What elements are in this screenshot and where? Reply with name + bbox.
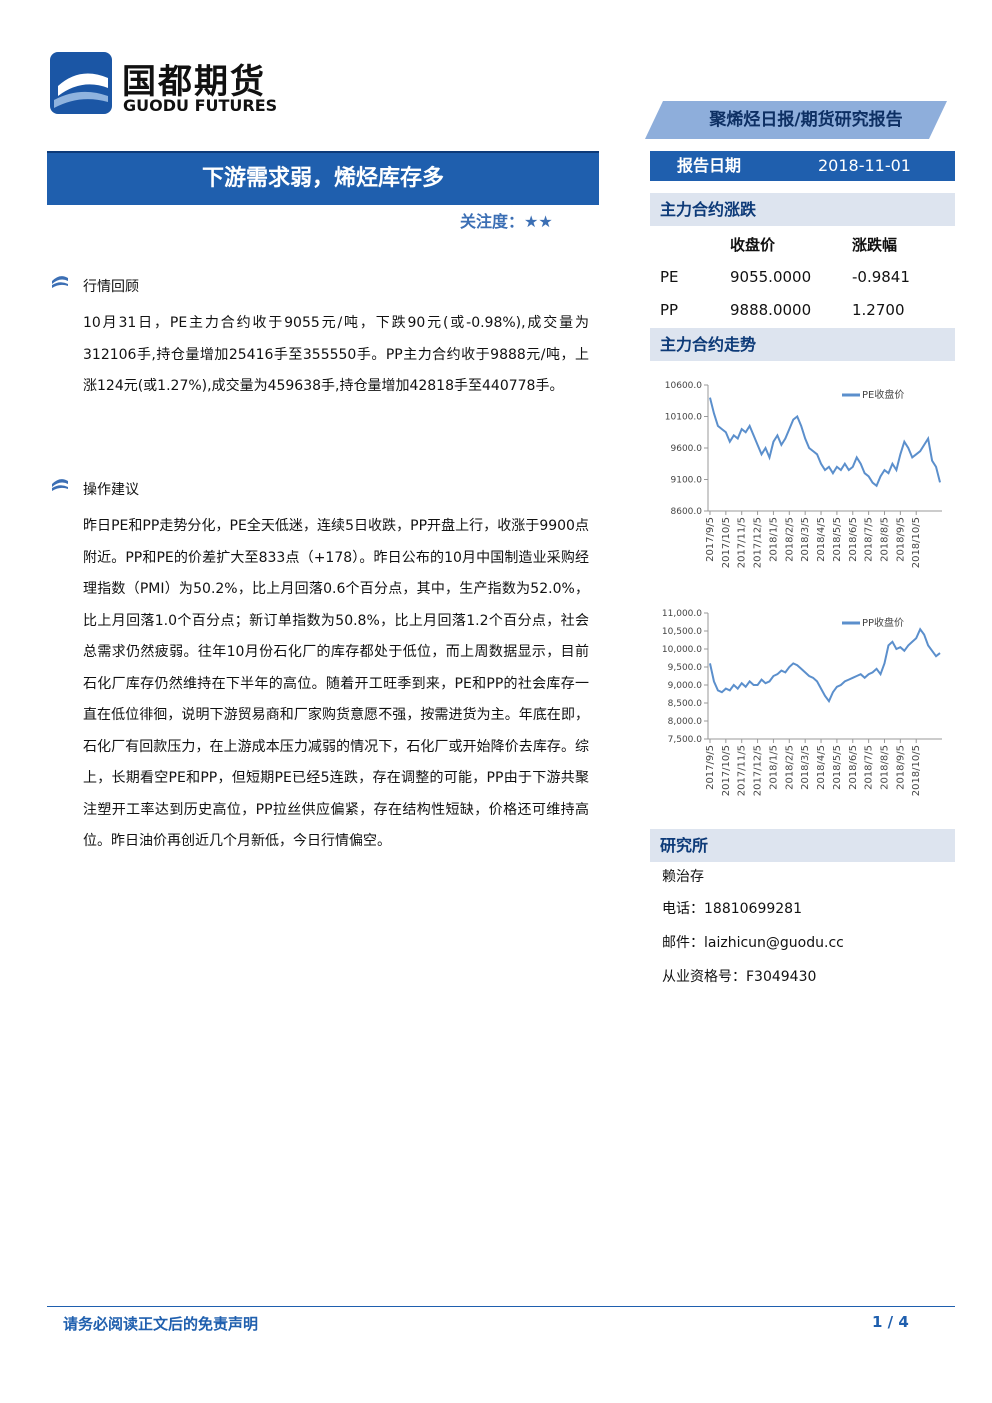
email: 邮件：laizhicun@guodu.cc [662,935,844,951]
banner: 聚烯烃日报/期货研究报告 [709,110,903,130]
y-tick-label: 10,500.0 [662,627,702,637]
chart: 8600.0 9100.0 9600.0 10100.0 10600.0 2017/9/5… [665,381,942,568]
x-tick-label: 2017/12/5 [753,745,764,796]
x-tick-label: 2017/12/5 [753,517,764,568]
y-tick-label: 10100.0 [665,413,702,423]
x-tick-label: 2017/9/5 [705,745,716,790]
paragraph: 昨日PE和PP走势分化，PE全天低迷，连续5日收跌，PP开盘上行，收涨于9900… [83,518,589,849]
phone: 电话：18810699281 [662,901,802,917]
table-cell: 1.2700 [852,301,905,319]
y-tick-label: 8,500.0 [668,699,703,709]
y-tick-label: 8600.0 [671,507,703,517]
x-tick-label: 2018/8/5 [879,745,890,790]
paragraph: 10月31日，PE主力合约收于9055元/吨，下跌90元(或-0.98%),成交… [83,315,589,394]
company-en: GUODU FUTURES [123,96,278,115]
date-bar [650,151,955,181]
x-tick-label: 2017/11/5 [737,517,748,568]
x-tick-label: 2018/10/5 [911,745,922,796]
side-heading: 主力合约走势 [650,328,955,361]
x-tick-label: 2018/2/5 [784,745,795,790]
date: 2018-11-01 [818,156,911,175]
side-heading: 主力合约涨跌 [650,193,955,226]
table-cell: PP [660,301,679,319]
y-tick-label: 10600.0 [665,381,702,391]
x-tick-label: 2018/8/5 [879,517,890,562]
x-tick-label: 2017/9/5 [705,517,716,562]
y-tick-label: 9,500.0 [668,663,703,673]
table-cell: PE [660,268,679,286]
banner-shape [645,101,947,139]
y-tick-label: 7,500.0 [668,735,703,745]
x-tick-label: 2018/3/5 [800,517,811,562]
x-tick-label: 2018/4/5 [816,745,827,790]
line [709,397,941,488]
title: 下游需求弱，烯烃库存多 [201,166,444,191]
company-cn: 国都期货 [122,62,266,102]
x-tick-label: 2018/6/5 [848,745,859,790]
x-tick-label: 2018/10/5 [911,517,922,568]
x-tick-label: 2018/9/5 [895,517,906,562]
page-number: 1 / 4 [872,1313,909,1331]
table-header: 收盘价 [730,236,776,254]
x-tick-label: 2018/2/5 [784,517,795,562]
x-tick-label: 2018/9/5 [895,745,906,790]
date-label: 报告日期 [677,156,742,175]
x-tick-label: 2018/1/5 [768,745,779,790]
license: 从业资格号：F3049430 [662,969,817,985]
x-tick-label: 2018/7/5 [864,517,875,562]
section-heading: 操作建议 [83,482,139,498]
x-tick-label: 2017/11/5 [737,745,748,796]
section-icon [52,276,68,288]
y-tick-label: 9,000.0 [668,681,703,691]
table-header: 涨跌幅 [852,236,898,254]
x-tick-label: 2018/5/5 [832,745,843,790]
section-heading: 行情回顾 [83,279,139,295]
disclaimer: 请务必阅读正文后的免责声明 [63,1315,259,1333]
line [709,627,941,704]
legend-label: PP收盘价 [862,616,904,629]
x-tick-label: 2017/10/5 [721,745,732,796]
x-tick-label: 2018/5/5 [832,517,843,562]
x-tick-label: 2018/7/5 [864,745,875,790]
table-cell: -0.9841 [852,268,910,286]
logo-mark [50,52,112,114]
y-tick-label: 8,000.0 [668,717,703,727]
x-tick-label: 2018/4/5 [816,517,827,562]
attention: 关注度：★★ [460,212,553,231]
y-tick-label: 11,000.0 [662,609,702,619]
table-cell: 9888.0000 [730,301,812,319]
side-heading: 研究所 [650,829,955,862]
y-tick-label: 9600.0 [671,444,703,454]
legend-label: PE收盘价 [862,388,904,401]
x-tick-label: 2018/6/5 [848,517,859,562]
chart: 7,500.0 8,000.0 8,500.0 9,000.0 9,500.0 10,00… [662,609,942,796]
x-tick-label: 2017/10/5 [721,517,732,568]
x-tick-label: 2018/1/5 [768,517,779,562]
y-tick-label: 10,000.0 [662,645,702,655]
y-tick-label: 9100.0 [671,476,703,486]
footer-rule [47,1306,955,1307]
researcher: 赖治存 [662,869,704,885]
x-tick-label: 2018/3/5 [800,745,811,790]
table-cell: 9055.0000 [730,268,812,286]
title-bar [47,151,599,205]
section-icon [52,479,68,491]
